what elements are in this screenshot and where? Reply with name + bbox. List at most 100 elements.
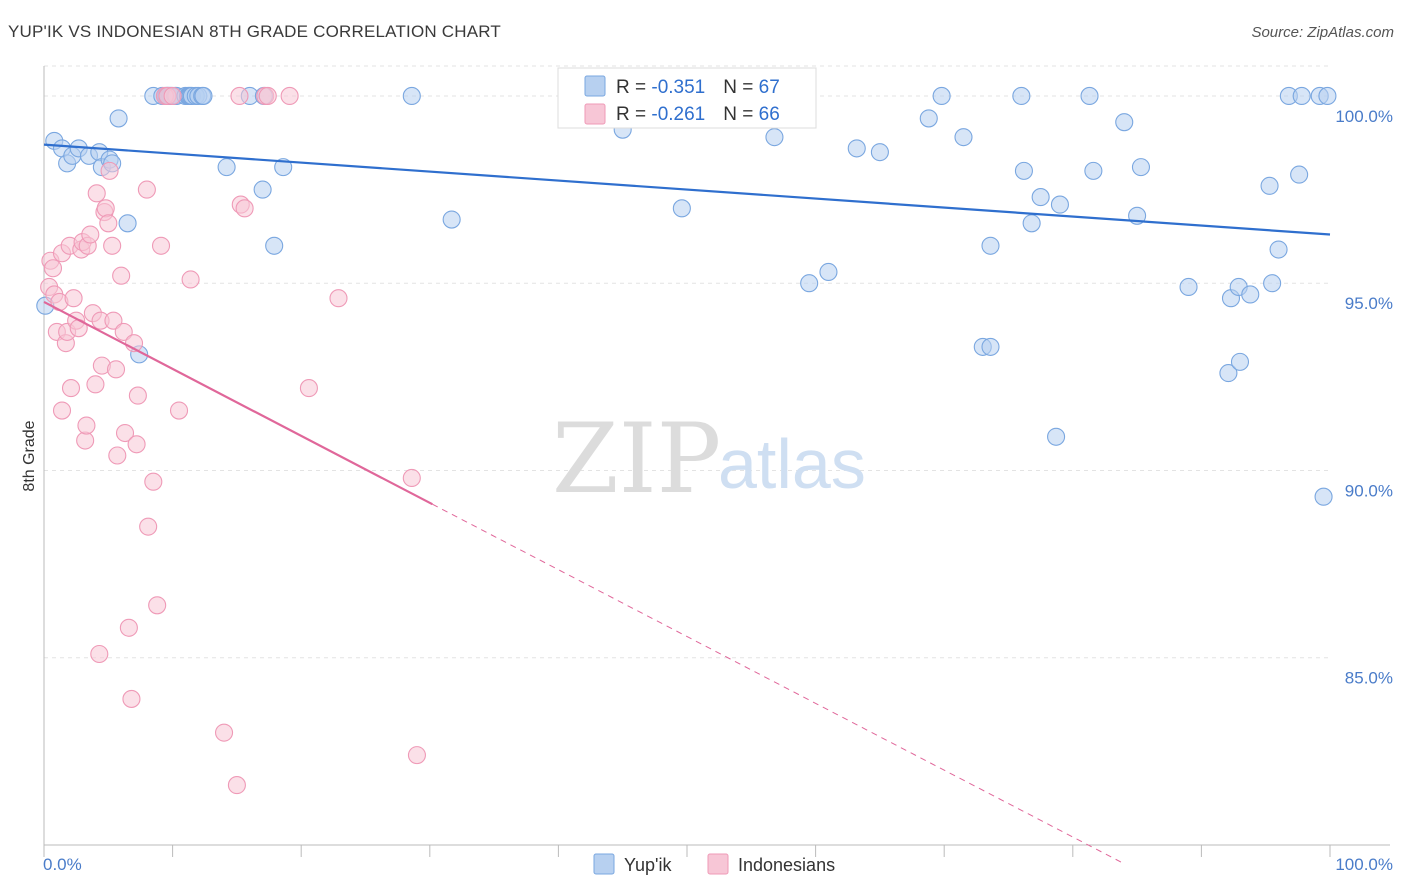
yupik-point [274, 158, 293, 177]
legend-swatch-yupik [584, 75, 606, 97]
yupik-point [672, 199, 691, 218]
bottom-legend: Yup'ik Indonesians [593, 853, 835, 875]
x-tick-label-max: 100.0% [1335, 855, 1393, 874]
y-tick-label: 90.0% [1345, 481, 1393, 500]
y-tick-label: 85.0% [1345, 669, 1393, 688]
yupik-point [109, 109, 128, 128]
y-axis-title: 8th Grade [21, 420, 38, 491]
yupik-point [1080, 86, 1099, 106]
watermark-zip: ZIP [552, 403, 721, 515]
yupik-point [1014, 161, 1033, 180]
indonesians-point [329, 289, 348, 308]
yupik-point [1179, 277, 1198, 297]
yupik-point [1047, 427, 1066, 446]
chart-title: YUP'IK VS INDONESIAN 8TH GRADE CORRELATI… [8, 22, 502, 41]
chart-source: Source: ZipAtlas.com [1251, 24, 1394, 41]
yupik-point [1219, 364, 1238, 383]
yupik-point [981, 337, 1000, 356]
yupik-point [1022, 214, 1041, 233]
bottom-legend-swatch-yupik [593, 853, 615, 875]
yupik-point [1050, 195, 1069, 214]
indonesians-point [151, 236, 171, 255]
indonesians-point [148, 596, 167, 615]
indonesians-point [181, 270, 200, 289]
gridlines [44, 65, 1330, 659]
yupik-trend-line [43, 143, 1331, 236]
yupik-point [1031, 188, 1050, 207]
indonesians-point [106, 360, 126, 379]
yupik-point [819, 262, 838, 282]
y-tick-labels: 100.0% 95.0% 90.0% 85.0% [1335, 107, 1393, 688]
indonesians-point [87, 184, 106, 203]
bottom-legend-label-yupik: Yup'ik [624, 855, 672, 875]
indonesians-point [227, 776, 246, 795]
indonesians-point [258, 86, 277, 106]
indonesians-point [230, 86, 249, 106]
indonesians-point [115, 423, 135, 443]
yupik-point [954, 128, 973, 147]
yupik-point [1260, 176, 1279, 195]
indonesians-point [163, 86, 182, 106]
indonesians-trend-extension [432, 503, 1125, 865]
indonesians-point [104, 311, 123, 330]
yupik-point [1230, 352, 1250, 371]
yupik-point [402, 86, 421, 106]
yupik-point [265, 236, 284, 255]
indonesians-point [280, 86, 299, 106]
yupik-point [253, 180, 272, 199]
yupik-point [981, 236, 1000, 255]
indonesians-point [52, 401, 72, 420]
bottom-legend-label-indonesians: Indonesians [738, 855, 835, 875]
legend-box: R = -0.351 N = 67 R = -0.261 N = 66 [557, 67, 817, 129]
indonesians-point [119, 618, 138, 637]
axes [43, 66, 1390, 857]
indonesians-point [144, 472, 163, 491]
indonesians-point [103, 236, 122, 255]
yupik-point [800, 274, 819, 293]
indonesians-point [407, 746, 426, 765]
yupik-point [932, 86, 951, 106]
y-tick-label: 95.0% [1345, 294, 1393, 313]
yupik-point [847, 139, 866, 158]
watermark-atlas: atlas [718, 425, 866, 503]
indonesians-point [214, 723, 234, 742]
indonesians-point [402, 468, 421, 488]
yupik-point [1290, 165, 1309, 184]
yupik-point [442, 210, 461, 229]
indonesians-point [169, 401, 189, 420]
indonesians-point [235, 199, 254, 218]
indonesians-point [139, 517, 158, 536]
indonesians-trend-line [43, 300, 433, 506]
indonesians-point [128, 386, 147, 405]
yupik-point [919, 109, 938, 128]
watermark: ZIP atlas [552, 403, 866, 515]
indonesians-point [43, 259, 63, 278]
indonesians-point [86, 375, 105, 394]
indonesians-point [81, 225, 100, 244]
indonesians-point [127, 435, 146, 454]
indonesians-point [108, 446, 127, 465]
yupik-point [1263, 274, 1282, 293]
yupik-point [1012, 86, 1031, 106]
trend-lines [43, 143, 1331, 865]
indonesians-point [112, 266, 131, 285]
yupik-point [1084, 161, 1103, 180]
legend-row-yupik: R = -0.351 N = 67 [616, 77, 780, 98]
legend-swatch-indonesians [584, 103, 606, 125]
yupik-point [1131, 158, 1151, 177]
indonesians-point [99, 214, 118, 233]
yupik-point [1292, 86, 1311, 106]
indonesians-point [122, 689, 141, 708]
yupik-point [870, 143, 889, 162]
indonesians-point [299, 379, 318, 398]
yupik-point [1241, 285, 1260, 304]
yupik-point [1318, 86, 1337, 106]
indonesians-point [137, 180, 156, 199]
yupik-point [1314, 487, 1333, 506]
yupik-point [1269, 240, 1288, 259]
legend-row-indonesians: R = -0.261 N = 66 [616, 104, 780, 125]
yupik-point [765, 128, 784, 147]
yupik-point [194, 86, 213, 106]
indonesians-point [90, 644, 109, 664]
